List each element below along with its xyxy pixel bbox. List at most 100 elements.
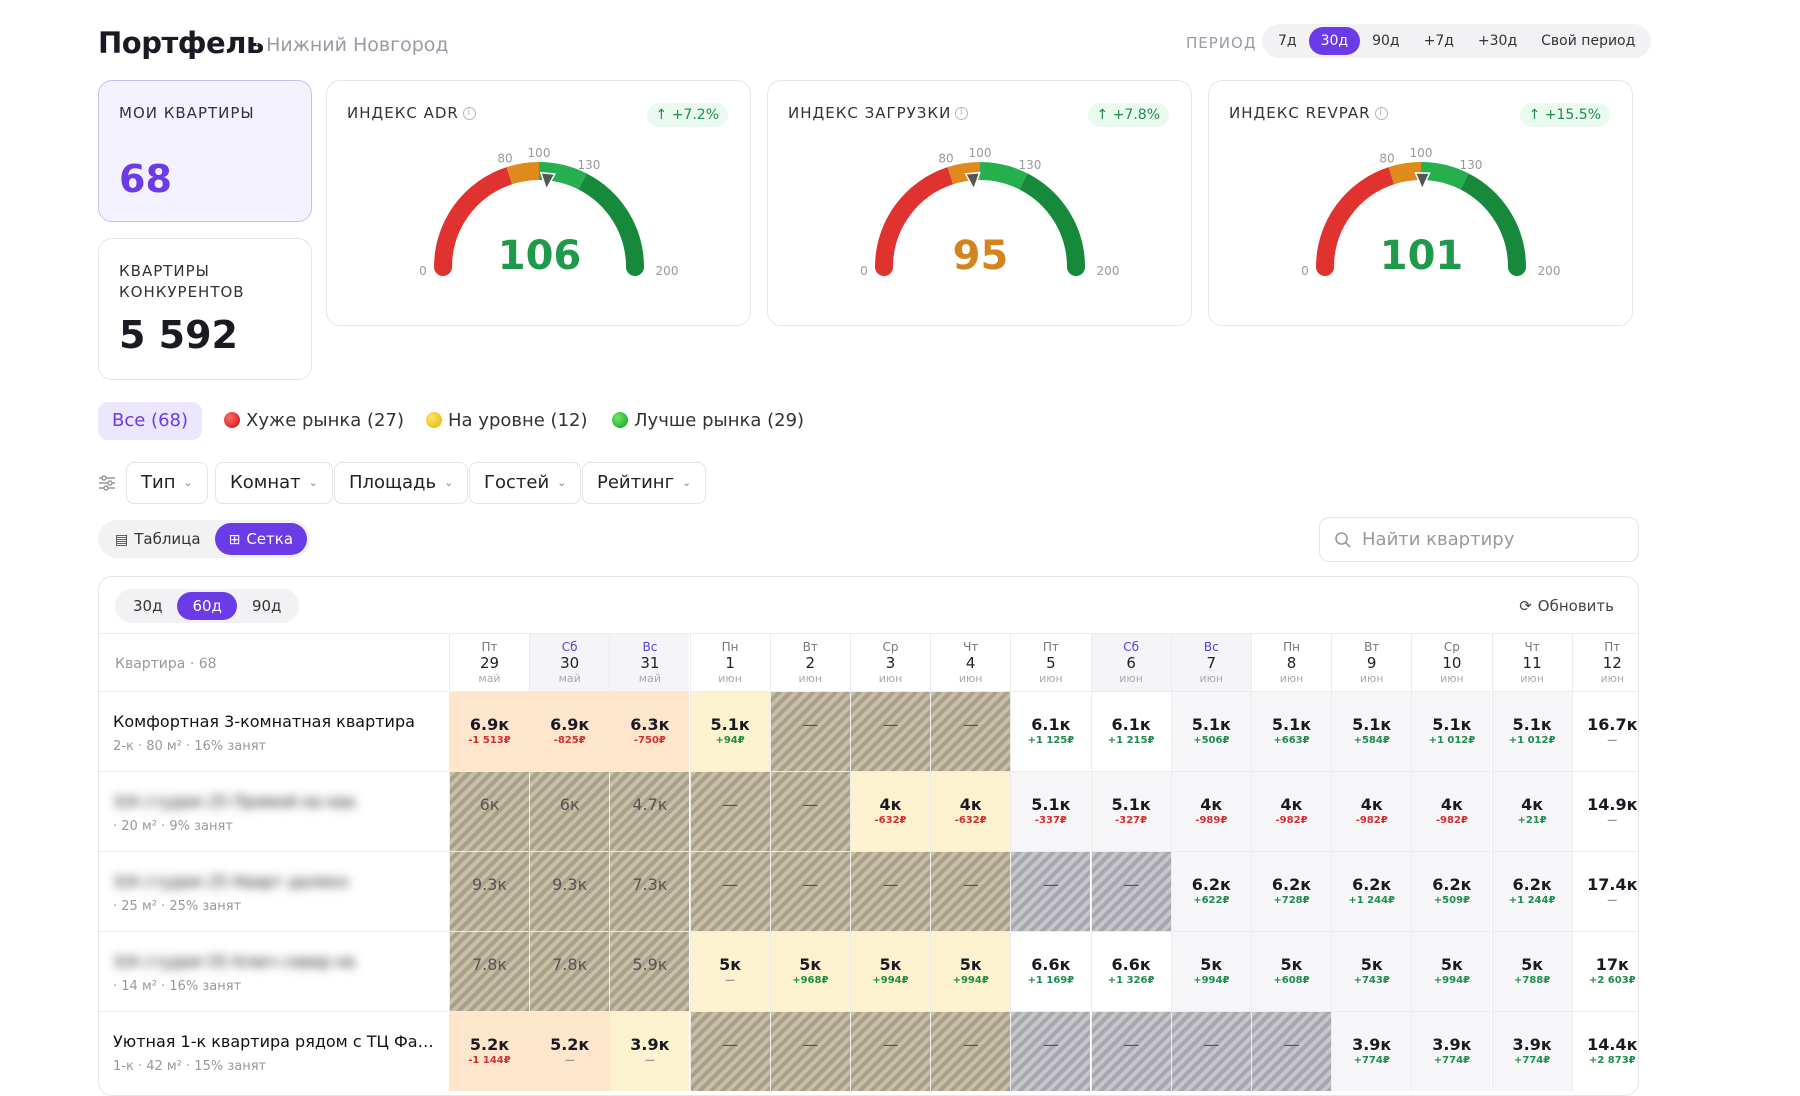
apartment-row-name[interactable]: 3/4 студия 25 Кварт далеко · 25 м² · 25% … — [99, 851, 448, 931]
price-cell[interactable]: 5.1к +1 012₽ — [1491, 691, 1572, 771]
price-cell[interactable]: 6.2к +1 244₽ — [1491, 851, 1572, 931]
price-cell[interactable]: 4к -982₽ — [1411, 771, 1492, 851]
price-cell[interactable]: 5.9к — [609, 931, 690, 1011]
price-cell[interactable]: 5к +788₽ — [1491, 931, 1572, 1011]
price-cell[interactable]: 4к -989₽ — [1170, 771, 1251, 851]
filter-dropdown-1[interactable]: Комнат ⌄ — [215, 462, 333, 504]
price-cell[interactable]: 6.1к +1 215₽ — [1090, 691, 1171, 771]
price-cell[interactable]: — — [1090, 1011, 1171, 1091]
price-cell[interactable]: 5к +994₽ — [850, 931, 930, 1011]
price-cell[interactable]: 6.2к +622₽ — [1170, 851, 1251, 931]
price-cell[interactable]: — — [769, 851, 850, 931]
price-cell[interactable]: — — [689, 851, 770, 931]
gauge-card-1[interactable]: ИНДЕКС ЗАГРУЗКИ i ↑ +7.8% 0 80 100 130 200 95 — [767, 80, 1192, 326]
price-cell[interactable]: 3.9к +774₽ — [1491, 1011, 1572, 1091]
price-cell[interactable]: 6к — [449, 771, 529, 851]
segment-worse[interactable]: Хуже рынка (27) — [210, 402, 418, 440]
price-cell[interactable]: 7.8к — [449, 931, 529, 1011]
price-cell[interactable]: 6.2к +728₽ — [1251, 851, 1331, 931]
price-cell[interactable]: 6.6к +1 169₽ — [1010, 931, 1091, 1011]
price-cell[interactable]: 5.1к +584₽ — [1331, 691, 1412, 771]
price-cell[interactable]: 5к +994₽ — [1170, 931, 1251, 1011]
apartment-row-name[interactable]: 3/4 студия 25 Прямой кв ква · 20 м² · 9% … — [99, 771, 448, 851]
price-cell[interactable]: — — [930, 1011, 1011, 1091]
price-cell[interactable]: 16.7к — — [1571, 691, 1638, 771]
price-cell[interactable]: — — [1090, 851, 1171, 931]
price-cell[interactable]: 5.1к +1 012₽ — [1411, 691, 1492, 771]
price-cell[interactable]: — — [689, 771, 770, 851]
price-cell[interactable]: — — [689, 1011, 770, 1091]
price-cell[interactable]: 9.3к — [529, 851, 610, 931]
price-cell[interactable]: 6.9к -825₽ — [529, 691, 610, 771]
price-cell[interactable]: 17к +2 603₽ — [1571, 931, 1638, 1011]
price-cell[interactable]: 14.9к — — [1571, 771, 1638, 851]
segment-all[interactable]: Все (68) — [98, 402, 202, 440]
price-cell[interactable]: 7.3к — [609, 851, 690, 931]
period-4-button[interactable]: +30д — [1477, 33, 1518, 49]
price-cell[interactable]: 3.9к +774₽ — [1411, 1011, 1492, 1091]
price-cell[interactable]: — — [930, 691, 1011, 771]
price-cell[interactable]: 5к +608₽ — [1251, 931, 1331, 1011]
filter-dropdown-4[interactable]: Рейтинг ⌄ — [582, 462, 707, 504]
price-cell[interactable]: 5к +968₽ — [769, 931, 850, 1011]
price-cell[interactable]: 9.3к — [449, 851, 529, 931]
price-cell[interactable]: — — [1010, 851, 1091, 931]
price-cell[interactable]: 4к -982₽ — [1251, 771, 1331, 851]
price-cell[interactable]: — — [930, 851, 1011, 931]
price-cell[interactable]: — — [850, 691, 930, 771]
segment-level[interactable]: На уровне (12) — [412, 402, 602, 440]
period-0-button[interactable]: 7д — [1278, 33, 1297, 49]
price-cell[interactable]: 5.1к +506₽ — [1170, 691, 1251, 771]
price-cell[interactable]: 6к — [529, 771, 610, 851]
apartment-row-name[interactable]: Комфортная 3-комнатная квартира 2-к · 80 … — [99, 691, 448, 771]
price-cell[interactable]: — — [1251, 1011, 1331, 1091]
price-cell[interactable]: 3.9к +774₽ — [1331, 1011, 1412, 1091]
price-cell[interactable]: — — [769, 691, 850, 771]
price-cell[interactable]: — — [1170, 1011, 1251, 1091]
info-icon[interactable]: i — [955, 107, 969, 120]
period-2-button[interactable]: 90д — [1372, 33, 1400, 49]
info-icon[interactable]: i — [1374, 107, 1388, 120]
price-cell[interactable]: 4к +21₽ — [1491, 771, 1572, 851]
period-5-button[interactable]: Свой период — [1541, 33, 1636, 49]
apartment-row-name[interactable]: 3/4 студия 55 Ключ север кв · 14 м² · 16%… — [99, 931, 448, 1011]
price-cell[interactable]: 6.3к -750₽ — [609, 691, 690, 771]
refresh-button[interactable]: ⟳ Обновить — [1519, 597, 1614, 615]
price-cell[interactable]: 5.1к -327₽ — [1090, 771, 1171, 851]
period-1-button[interactable]: 30д — [1308, 27, 1361, 55]
price-cell[interactable]: — — [769, 771, 850, 851]
price-cell[interactable]: — — [850, 1011, 930, 1091]
gauge-card-0[interactable]: ИНДЕКС ADR i ↑ +7.2% 0 80 100 130 200 106 — [326, 80, 751, 326]
filter-dropdown-0[interactable]: Тип ⌄ — [126, 462, 208, 504]
filter-dropdown-3[interactable]: Гостей ⌄ — [469, 462, 582, 504]
range-1-button[interactable]: 60д — [177, 592, 237, 620]
price-cell[interactable]: 4.7к — [609, 771, 690, 851]
price-cell[interactable]: 5.1к +663₽ — [1251, 691, 1331, 771]
price-cell[interactable]: 6.1к +1 125₽ — [1010, 691, 1091, 771]
price-cell[interactable]: — — [850, 851, 930, 931]
apartment-row-name[interactable]: Уютная 1-к квартира рядом с ТЦ Фан... 1-к… — [99, 1011, 448, 1091]
price-cell[interactable]: 5.1к -337₽ — [1010, 771, 1091, 851]
filter-dropdown-2[interactable]: Площадь ⌄ — [334, 462, 469, 504]
gauge-card-2[interactable]: ИНДЕКС REVPAR i ↑ +15.5% 0 80 100 130 200 101 — [1208, 80, 1633, 326]
price-cell[interactable]: 5к +994₽ — [930, 931, 1011, 1011]
price-cell[interactable]: 5к — — [689, 931, 770, 1011]
price-cell[interactable]: 6.6к +1 326₽ — [1090, 931, 1171, 1011]
price-cell[interactable]: 14.4к +2 873₽ — [1571, 1011, 1638, 1091]
price-cell[interactable]: 5к +743₽ — [1331, 931, 1412, 1011]
segment-better[interactable]: Лучше рынка (29) — [598, 402, 818, 440]
range-2-button[interactable]: 90д — [251, 597, 282, 615]
price-cell[interactable]: 6.2к +509₽ — [1411, 851, 1492, 931]
price-cell[interactable]: 4к -982₽ — [1331, 771, 1412, 851]
price-cell[interactable]: 6.9к -1 513₽ — [449, 691, 529, 771]
view-table-button[interactable]: ▤ Таблица — [101, 523, 215, 555]
price-cell[interactable]: 17.4к — — [1571, 851, 1638, 931]
price-cell[interactable]: 4к -632₽ — [930, 771, 1011, 851]
my-apartments-card[interactable]: МОИ КВАРТИРЫ 68 — [98, 80, 312, 222]
period-3-button[interactable]: +7д — [1423, 33, 1454, 49]
search-input[interactable]: Найти квартиру — [1319, 517, 1639, 562]
price-cell[interactable]: 4к -632₽ — [850, 771, 930, 851]
price-cell[interactable]: — — [769, 1011, 850, 1091]
info-icon[interactable]: i — [462, 107, 476, 120]
filter-settings-icon[interactable] — [98, 474, 116, 497]
